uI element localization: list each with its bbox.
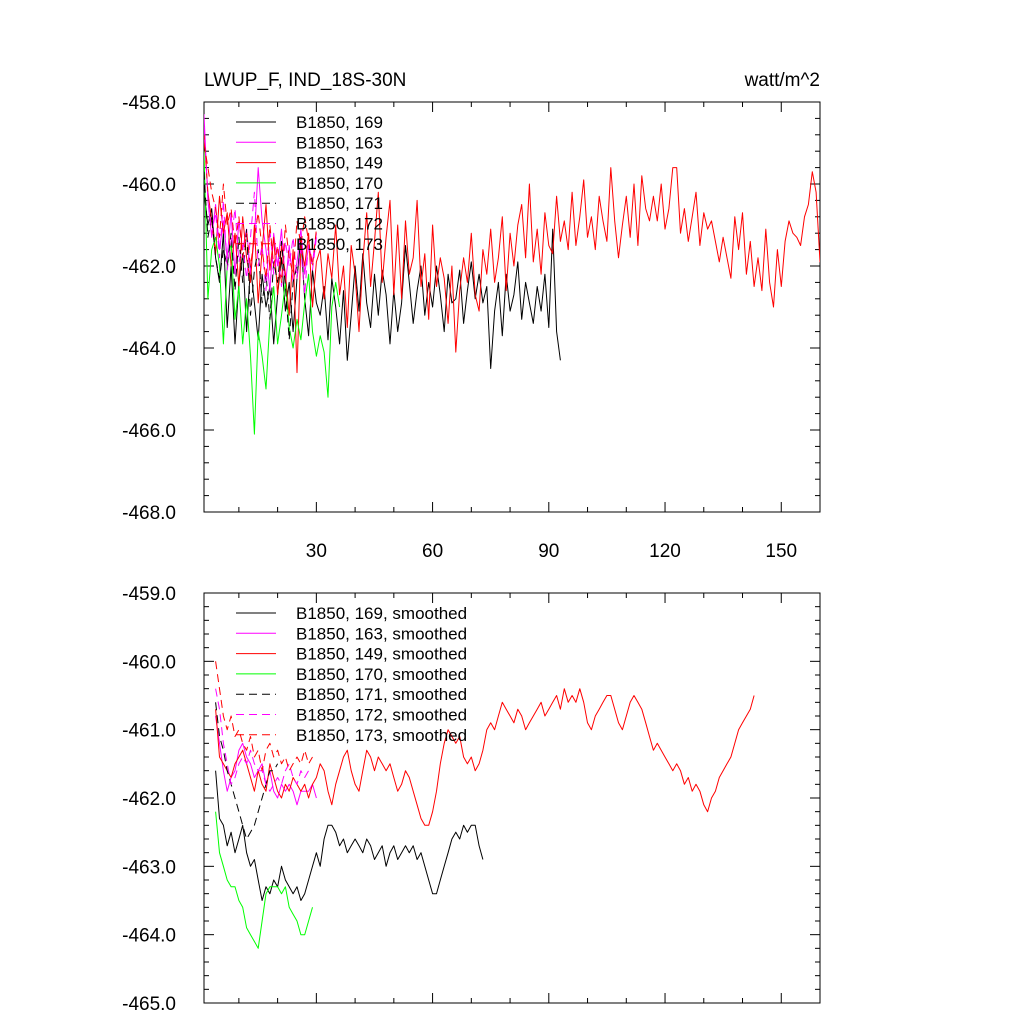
- legend-label: B1850, 169: [296, 113, 383, 132]
- bottom-panel: -459.0 -460.0 -461.0 -462.0 -463.0 -464.0 -465…: [122, 584, 821, 1015]
- series-line-b1850-173: [204, 142, 317, 283]
- y-tick-label: -462.0: [122, 789, 176, 810]
- legend-label: B1850, 170: [296, 174, 383, 193]
- series-group: [215, 661, 755, 949]
- y-tick-label: -459.0: [122, 584, 176, 605]
- legend-label: B1850, 163, smoothed: [296, 624, 467, 643]
- legend-label: B1850, 163: [296, 133, 383, 152]
- x-tick-label: 30: [306, 541, 327, 562]
- legend-label: B1850, 172: [296, 215, 383, 234]
- units-label: watt/m^2: [744, 70, 820, 91]
- y-tick-label: -468.0: [122, 503, 176, 524]
- legend-label: B1850, 170, smoothed: [296, 665, 467, 684]
- legend-label: B1850, 173: [296, 235, 383, 254]
- y-tick-label: -462.0: [122, 257, 176, 278]
- legend-label: B1850, 173, smoothed: [296, 726, 467, 745]
- series-group: [204, 114, 820, 435]
- legend-label: B1850, 149: [296, 154, 383, 173]
- x-tick-label: 60: [422, 541, 443, 562]
- x-tick-label: 150: [765, 541, 797, 562]
- y-tick-label: -464.0: [122, 339, 176, 360]
- plot-frame: [203, 101, 821, 513]
- y-tick-label: -463.0: [122, 857, 176, 878]
- legend-label: B1850, 149, smoothed: [296, 645, 467, 664]
- y-tick-label: -466.0: [122, 421, 176, 442]
- y-tick-label: -460.0: [122, 175, 176, 196]
- legend-label: B1850, 171: [296, 194, 383, 213]
- series-line-b1850-172: [204, 126, 317, 296]
- series-line-b1850-149-smoothed: [215, 688, 755, 826]
- legend-label: B1850, 172, smoothed: [296, 706, 467, 725]
- series-line-b1850-172-smoothed: [215, 688, 313, 792]
- y-tick-label: -461.0: [122, 721, 176, 742]
- series-line-b1850-169-smoothed: [215, 770, 484, 901]
- series-line-b1850-170: [204, 151, 341, 435]
- x-tick-label: 120: [649, 541, 681, 562]
- legend-label: B1850, 169, smoothed: [296, 604, 467, 623]
- y-tick-label: -458.0: [122, 93, 176, 114]
- series-line-b1850-170-smoothed: [215, 811, 313, 949]
- legend-label: B1850, 171, smoothed: [296, 685, 467, 704]
- x-tick-label: 90: [538, 541, 559, 562]
- series-line-b1850-171: [204, 171, 298, 341]
- y-tick-label: -460.0: [122, 652, 176, 673]
- series-line-b1850-149: [204, 134, 820, 374]
- chart-title: LWUP_F, IND_18S-30N: [204, 70, 406, 91]
- y-tick-label: -465.0: [122, 994, 176, 1015]
- series-line-b1850-173-smoothed: [215, 661, 313, 772]
- series-line-b1850-169: [204, 192, 561, 369]
- top-panel: -458.0 -460.0 -462.0 -464.0 -466.0 -468.0 30 60…: [122, 93, 821, 562]
- y-tick-label: -464.0: [122, 926, 176, 947]
